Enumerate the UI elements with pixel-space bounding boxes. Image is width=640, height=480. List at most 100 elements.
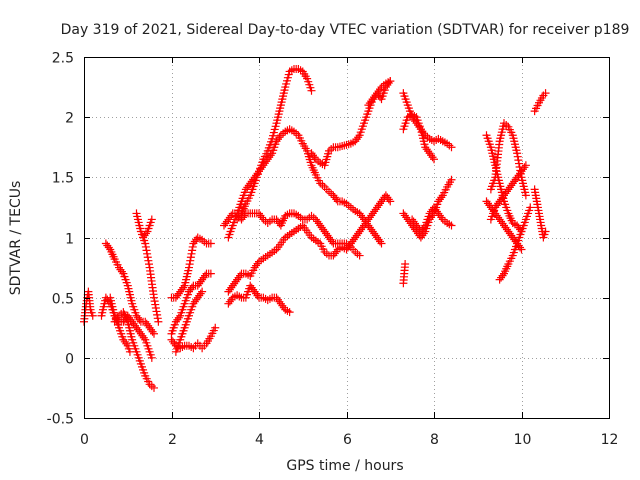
data-point xyxy=(272,137,281,146)
data-point xyxy=(138,331,147,340)
x-tick-label: 0 xyxy=(80,432,89,448)
data-point xyxy=(231,277,240,286)
data-point xyxy=(349,235,358,244)
data-point xyxy=(132,323,141,332)
data-point xyxy=(514,156,523,165)
data-point xyxy=(266,151,275,160)
data-point xyxy=(416,227,425,236)
data-point xyxy=(507,181,516,190)
data-point xyxy=(150,293,158,302)
data-point xyxy=(518,165,527,174)
data-point xyxy=(355,209,364,218)
data-point xyxy=(307,86,316,95)
data-point xyxy=(371,205,380,214)
data-point xyxy=(147,382,156,391)
data-point xyxy=(196,289,205,298)
data-point xyxy=(174,289,183,298)
data-point xyxy=(498,219,507,228)
data-point xyxy=(501,189,510,198)
data-point xyxy=(424,147,433,156)
data-point xyxy=(129,319,138,328)
data-point xyxy=(147,325,156,334)
data-point xyxy=(371,231,380,240)
data-point xyxy=(421,143,430,152)
data-point xyxy=(422,145,431,154)
data-point xyxy=(508,179,517,188)
data-point xyxy=(249,285,258,294)
data-point xyxy=(500,191,508,200)
data-point xyxy=(504,227,513,236)
data-point xyxy=(497,217,506,226)
data-point xyxy=(253,259,262,268)
data-point xyxy=(234,213,243,222)
data-point xyxy=(307,211,316,220)
data-point xyxy=(193,281,202,290)
data-point xyxy=(227,211,236,220)
data-point xyxy=(145,323,154,332)
data-point xyxy=(174,313,183,322)
data-point xyxy=(244,270,253,279)
data-point xyxy=(139,233,148,242)
data-point xyxy=(367,225,376,234)
data-point xyxy=(179,283,188,292)
data-point xyxy=(246,281,255,290)
data-point xyxy=(135,315,144,324)
data-point xyxy=(374,91,383,100)
data-point xyxy=(368,95,377,104)
data-point xyxy=(190,237,199,246)
data-point xyxy=(520,163,529,172)
data-point xyxy=(502,225,511,234)
data-point xyxy=(185,263,193,272)
data-point xyxy=(323,231,332,240)
data-point xyxy=(136,329,145,338)
data-point xyxy=(367,97,376,106)
y-tick-label: 2.5 xyxy=(52,51,74,67)
data-point xyxy=(501,223,510,232)
data-point xyxy=(428,153,437,162)
y-tick-label: 0.5 xyxy=(52,292,74,308)
data-point xyxy=(376,85,385,94)
data-point xyxy=(365,213,374,222)
data-point xyxy=(144,321,153,330)
data-point xyxy=(275,133,284,142)
data-point xyxy=(351,137,360,146)
data-point xyxy=(327,237,336,246)
data-point xyxy=(513,152,522,161)
data-point xyxy=(365,223,374,232)
data-point xyxy=(196,277,205,286)
data-point xyxy=(278,301,287,310)
data-point xyxy=(316,221,325,230)
data-point xyxy=(516,169,525,178)
data-point xyxy=(234,273,243,282)
data-point xyxy=(418,225,427,234)
data-point xyxy=(373,233,382,242)
data-point xyxy=(377,239,386,248)
data-point xyxy=(401,259,410,268)
data-point xyxy=(376,237,385,246)
data-point xyxy=(119,335,128,344)
data-point xyxy=(384,195,393,204)
data-point xyxy=(358,223,367,232)
data-point xyxy=(364,101,373,110)
data-point xyxy=(411,219,420,228)
data-point xyxy=(498,193,507,202)
data-point xyxy=(188,242,197,251)
x-tick-label: 12 xyxy=(601,432,619,448)
data-point xyxy=(225,297,234,306)
data-point xyxy=(502,187,511,196)
data-point xyxy=(186,253,195,262)
data-point xyxy=(495,275,504,284)
axes: 0 2 4 6 8 10 12 -0.5 0 0.5 1 1.5 2 2.5 xyxy=(47,51,619,449)
data-point xyxy=(117,267,126,276)
data-point xyxy=(381,191,390,200)
data-point xyxy=(154,317,163,326)
data-point xyxy=(368,209,377,218)
data-point xyxy=(190,297,199,306)
data-point xyxy=(437,193,446,202)
data-point xyxy=(303,215,312,224)
data-point xyxy=(357,225,366,234)
data-point xyxy=(150,329,158,338)
data-point xyxy=(153,314,162,323)
data-point xyxy=(198,275,207,284)
data-point xyxy=(432,207,441,216)
